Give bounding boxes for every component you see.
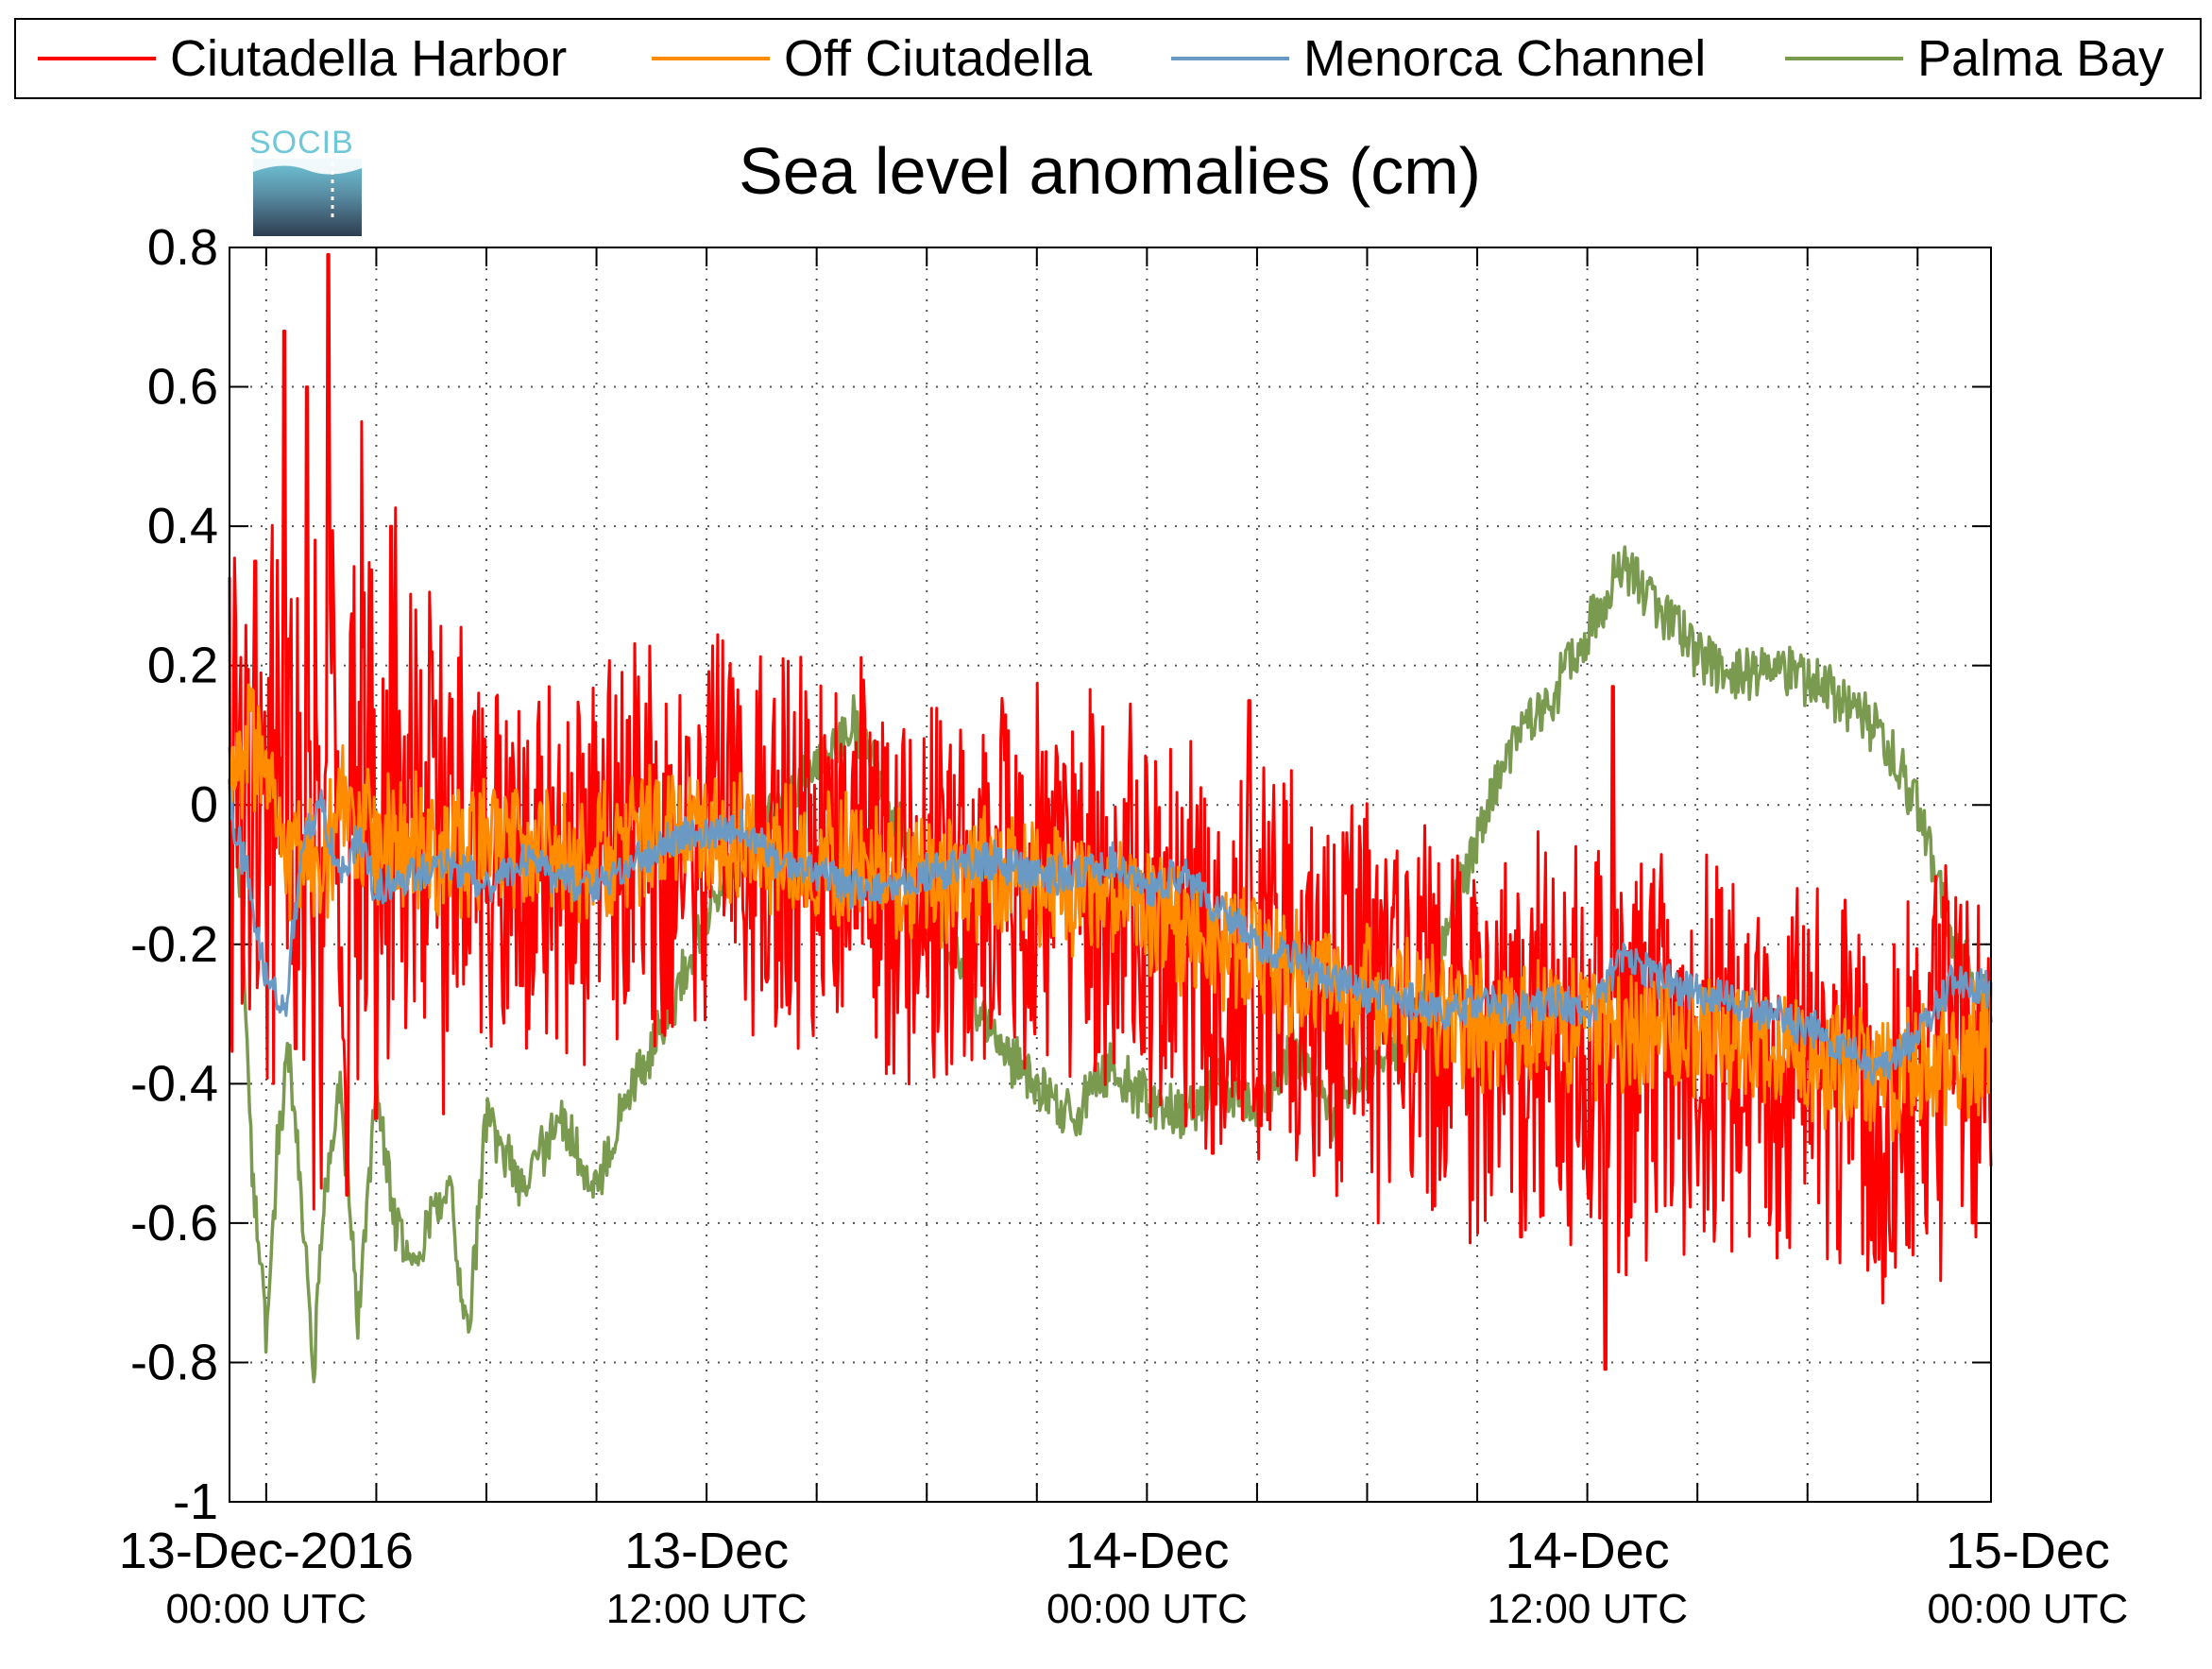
- x-tick-label-date: 13-Dec-2016: [119, 1523, 414, 1579]
- logo-text: SOCIB: [249, 125, 354, 161]
- grid: [230, 247, 1991, 1502]
- x-tick-label-time: 00:00 UTC: [1927, 1586, 2128, 1632]
- legend-label: Palma Bay: [1917, 30, 2164, 87]
- y-tick-label: 0.8: [147, 219, 218, 276]
- y-tick-label: -0.4: [130, 1055, 218, 1112]
- x-tick-label-time: 12:00 UTC: [606, 1586, 808, 1632]
- legend-label: Ciutadella Harbor: [170, 30, 567, 87]
- x-tick-label-time: 00:00 UTC: [165, 1586, 366, 1632]
- y-tick-label: -0.6: [130, 1195, 218, 1252]
- y-tick-label: -0.2: [130, 916, 218, 973]
- x-tick-label-date: 14-Dec: [1506, 1523, 1670, 1579]
- chart-title: Sea level anomalies (cm): [739, 134, 1481, 208]
- series-line-menorca-channel: [228, 786, 1993, 1086]
- legend-label: Menorca Channel: [1303, 30, 1706, 87]
- x-tick-label-date: 13-Dec: [624, 1523, 789, 1579]
- x-tick-label-time: 12:00 UTC: [1487, 1586, 1688, 1632]
- y-tick-label: 0: [190, 776, 218, 833]
- series-line-ciutadella-harbor: [228, 252, 1993, 1371]
- legend: Ciutadella Harbor Off Ciutadella Menorca C…: [14, 18, 2202, 99]
- axes: 0.8 0.6 0.4 0.2 0 -0.2 -0.4 -0.6 -0.8 -113-Dec-20…: [119, 219, 2128, 1632]
- y-tick-label: 0.4: [147, 498, 218, 554]
- x-tick-label-date: 15-Dec: [1946, 1523, 2110, 1579]
- plot-frame: [229, 247, 1992, 1503]
- series-line-palma-bay: [228, 545, 1993, 1384]
- y-tick-label: -1: [173, 1473, 218, 1530]
- x-tick-label-time: 00:00 UTC: [1046, 1586, 1248, 1632]
- legend-label: Off Ciutadella: [784, 30, 1093, 87]
- y-tick-label: -0.8: [130, 1334, 218, 1390]
- socib-logo: SOCIB: [249, 125, 362, 236]
- y-tick-label: 0.6: [147, 359, 218, 416]
- x-tick-label-date: 14-Dec: [1064, 1523, 1229, 1579]
- y-tick-label: 0.2: [147, 638, 218, 694]
- series-layer: [228, 252, 1993, 1384]
